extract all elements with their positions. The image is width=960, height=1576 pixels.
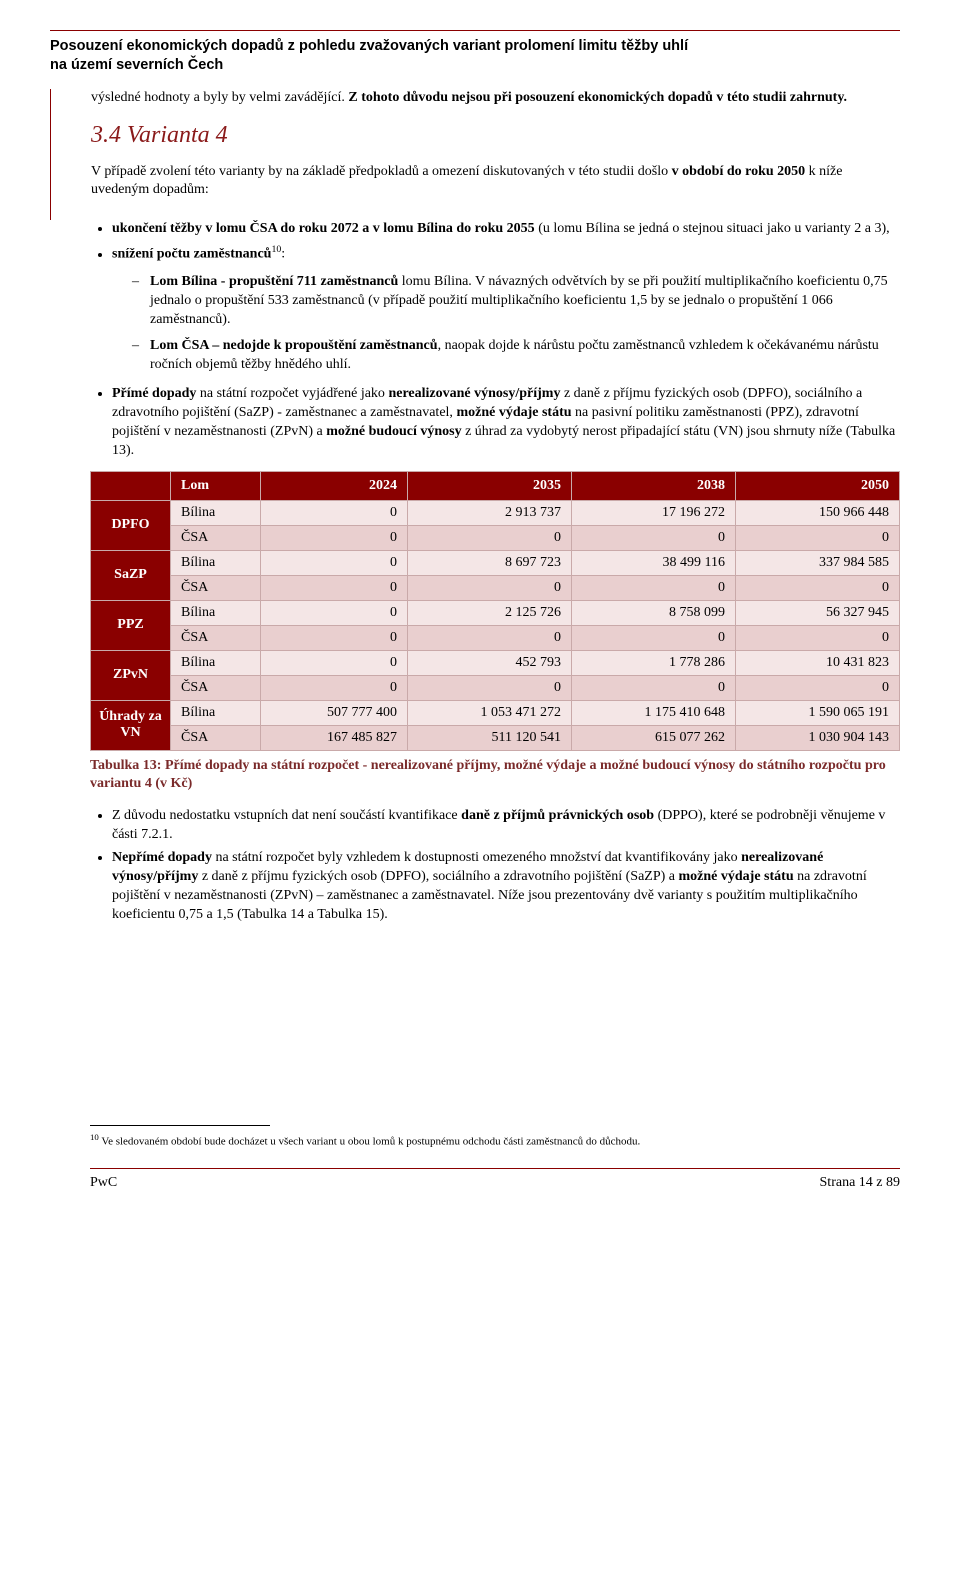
cell-value: 337 984 585 [735,550,899,575]
row-group-header: PPZ [91,600,171,650]
list-item: Lom ČSA – nedojde k propouštění zaměstna… [132,337,900,375]
footer-right: Strana 14 z 89 [820,1175,900,1191]
table-caption: Tabulka 13: Přímé dopady na státní rozpo… [90,757,900,793]
cell-value: 17 196 272 [572,500,736,525]
cell-value: 0 [735,625,899,650]
cell-value: 8 697 723 [408,550,572,575]
cell-lom: ČSA [171,675,261,700]
table-row: PPZBílina02 125 7268 758 09956 327 945 [91,600,900,625]
cell-value: 0 [261,625,408,650]
footnote-rule [90,1125,270,1126]
cell-value: 0 [408,525,572,550]
section-para1: V případě zvolení této varianty by na zá… [91,163,900,201]
cell-value: 0 [572,525,736,550]
cell-value: 511 120 541 [408,725,572,750]
cell-value: 615 077 262 [572,725,736,750]
table-row: ČSA167 485 827511 120 541615 077 2621 03… [91,725,900,750]
cell-lom: ČSA [171,725,261,750]
cell-lom: Bílina [171,500,261,525]
cell-value: 0 [408,575,572,600]
col-lom: Lom [171,471,261,500]
cell-value: 0 [261,575,408,600]
cell-lom: Bílina [171,700,261,725]
col-2035: 2035 [408,471,572,500]
cell-lom: Bílina [171,600,261,625]
list-item: Z důvodu nedostatku vstupních dat není s… [112,807,900,845]
cell-lom: ČSA [171,525,261,550]
intro-pre: výsledné hodnoty a byly by velmi zaváděj… [91,90,348,105]
list-item: Nepřímé dopady na státní rozpočet byly v… [112,849,900,925]
cell-value: 0 [261,600,408,625]
footnote: 10 Ve sledovaném období bude docházet u … [90,1132,900,1149]
table-header-row: Lom 2024 2035 2038 2050 [91,471,900,500]
cell-value: 452 793 [408,650,572,675]
page-header: Posouzení ekonomických dopadů z pohledu … [50,37,900,75]
row-group-header: SaZP [91,550,171,600]
page-footer: PwC Strana 14 z 89 [90,1168,900,1191]
cell-value: 0 [735,575,899,600]
footer-left: PwC [90,1175,117,1191]
cell-value: 0 [408,625,572,650]
cell-value: 2 125 726 [408,600,572,625]
list-item: Lom Bílina - propuštění 711 zaměstnanců … [132,273,900,330]
header-line2: na území severních Čech [50,57,223,73]
cell-value: 0 [572,675,736,700]
table-row: ČSA0000 [91,575,900,600]
cell-value: 1 053 471 272 [408,700,572,725]
cell-value: 0 [261,650,408,675]
cell-value: 0 [572,625,736,650]
cell-value: 1 778 286 [572,650,736,675]
table-row: ČSA0000 [91,525,900,550]
cell-value: 0 [261,500,408,525]
list-item: Přímé dopady na státní rozpočet vyjádřen… [112,385,900,461]
list-item: ukončení těžby v lomu ČSA do roku 2072 a… [112,220,900,239]
cell-lom: ČSA [171,625,261,650]
cell-value: 0 [261,525,408,550]
cell-value: 507 777 400 [261,700,408,725]
data-table: Lom 2024 2035 2038 2050 DPFOBílina02 913… [90,471,900,751]
cell-value: 150 966 448 [735,500,899,525]
dash-list: Lom Bílina - propuštění 711 zaměstnanců … [112,273,900,375]
intro-bold: Z tohoto důvodu nejsou při posouzení eko… [348,90,847,105]
cell-value: 167 485 827 [261,725,408,750]
section-heading: 3.4 Varianta 4 [91,122,900,149]
cell-value: 2 913 737 [408,500,572,525]
cell-value: 8 758 099 [572,600,736,625]
cell-value: 0 [572,575,736,600]
cell-value: 0 [408,675,572,700]
cell-value: 0 [261,675,408,700]
table-row: Úhrady za VNBílina507 777 4001 053 471 2… [91,700,900,725]
row-group-header: DPFO [91,500,171,550]
bullet-list-2: Z důvodu nedostatku vstupních dat není s… [90,807,900,924]
cell-value: 1 590 065 191 [735,700,899,725]
row-group-header: Úhrady za VN [91,700,171,750]
cell-value: 56 327 945 [735,600,899,625]
table-row: DPFOBílina02 913 73717 196 272150 966 44… [91,500,900,525]
col-2050: 2050 [735,471,899,500]
cell-value: 1 030 904 143 [735,725,899,750]
table-row: SaZPBílina08 697 72338 499 116337 984 58… [91,550,900,575]
cell-lom: Bílina [171,650,261,675]
col-2038: 2038 [572,471,736,500]
header-line1: Posouzení ekonomických dopadů z pohledu … [50,38,688,54]
cell-lom: Bílina [171,550,261,575]
row-group-header: ZPvN [91,650,171,700]
cell-value: 1 175 410 648 [572,700,736,725]
cell-lom: ČSA [171,575,261,600]
table-row: ČSA0000 [91,625,900,650]
cell-value: 10 431 823 [735,650,899,675]
cell-value: 0 [735,525,899,550]
bullet-list-1: ukončení těžby v lomu ČSA do roku 2072 a… [90,220,900,460]
cell-value: 38 499 116 [572,550,736,575]
cell-value: 0 [261,550,408,575]
col-2024: 2024 [261,471,408,500]
table-row: ZPvNBílina0452 7931 778 28610 431 823 [91,650,900,675]
intro-paragraph: výsledné hodnoty a byly by velmi zaváděj… [91,89,900,108]
list-item: snížení počtu zaměstnanců10: Lom Bílina … [112,243,900,375]
cell-value: 0 [735,675,899,700]
table-row: ČSA0000 [91,675,900,700]
